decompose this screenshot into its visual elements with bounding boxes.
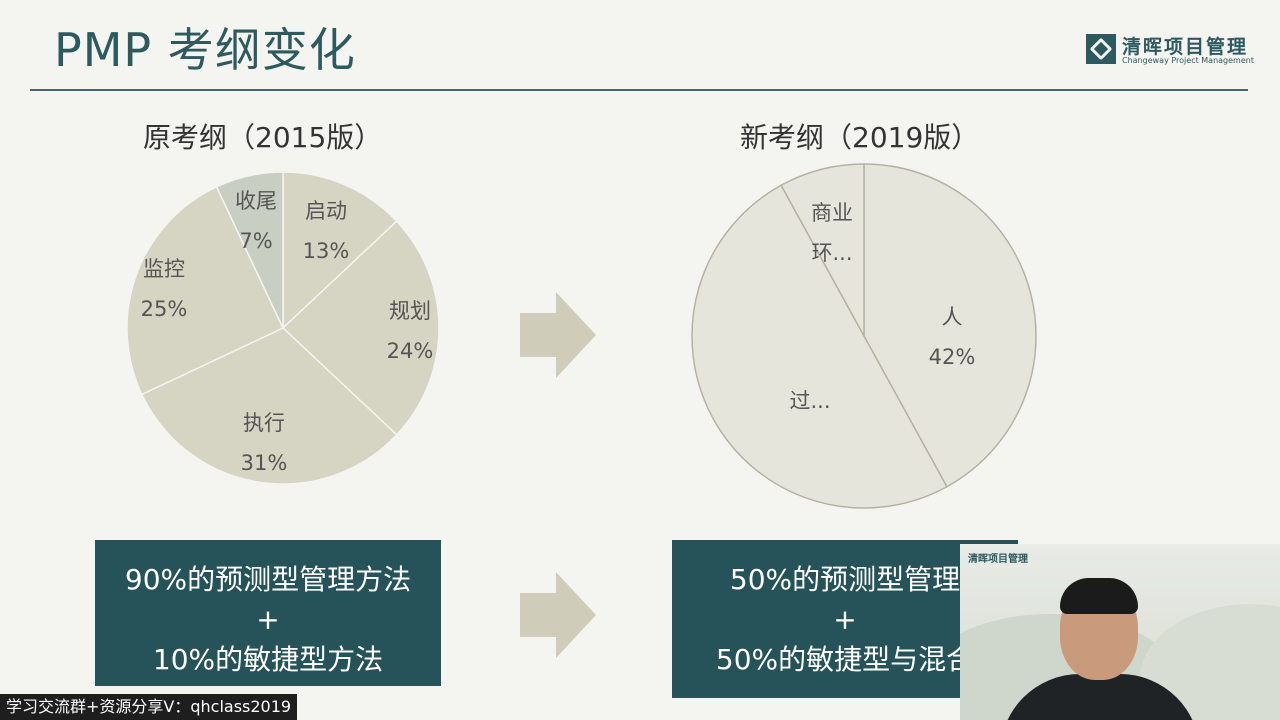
old-method-line2: 10%的敏捷型方法 [152,643,384,676]
logo-text-cn: 清晖项目管理 [1122,36,1249,58]
logo-mark-icon [1086,34,1116,64]
slice-value-label: 42% [929,345,976,369]
pie-slice-监控 [126,185,284,396]
watermark-banner: 学习交流群+资源分享V：qhclass2019 [0,694,298,720]
slice-name-label: 商业 [811,201,853,225]
slice-name-label: 监控 [143,257,185,281]
pie-chart-2015: 启动 13% 规划 24% 执行 31% 监控 25% 收尾 7% [126,171,440,485]
slice-value-label: 24% [387,339,434,363]
slide-title: PMP 考纲变化 [54,23,356,77]
slice-name-label: 规划 [389,299,431,323]
logo-text-en: Changeway Project Management [1122,56,1254,65]
arrow-right-icon [520,572,596,658]
old-chart-title: 原考纲（2015版） [143,121,383,154]
pie-chart-2019: 人 42% 过... 商业环... [691,163,1037,509]
slice-value-label: 31% [241,451,288,475]
pie-slice-人 [863,163,1037,488]
slice-name-label: 环... [811,241,852,265]
old-method-box: 90%的预测型管理方法 + 10%的敏捷型方法 [95,540,441,686]
arrow-right-icon [520,292,596,378]
old-method-plus: + [256,603,280,636]
new-method-line2: 50%的敏捷型与混合 [715,643,975,676]
new-method-line1: 50%的预测型管理 [729,563,961,596]
new-method-plus: + [833,603,857,636]
new-chart-title: 新考纲（2019版） [740,121,980,154]
slice-name-label: 收尾 [235,189,277,213]
pie-slice-商业环 [780,163,865,337]
old-method-line1: 90%的预测型管理方法 [124,563,412,596]
pie-slice-过 [691,184,948,509]
pie-slice-启动 [282,171,398,330]
presenter-video-overlay: 清晖项目管理 [960,544,1280,720]
pie-slice-执行 [140,327,398,485]
slice-value-label: 25% [141,297,188,321]
slice-value-label: 13% [303,239,350,263]
pie-slice-收尾 [215,171,284,329]
slice-name-label: 启动 [305,199,347,223]
company-logo: 清晖项目管理 Changeway Project Management [1086,32,1256,68]
slice-name-label: 过... [789,389,830,413]
title-divider [30,89,1248,91]
slice-name-label: 执行 [243,411,285,435]
slice-value-label: 7% [239,229,272,253]
video-logo: 清晖项目管理 [968,554,1028,565]
slice-name-label: 人 [942,305,963,329]
pie-slice-规划 [281,220,440,436]
